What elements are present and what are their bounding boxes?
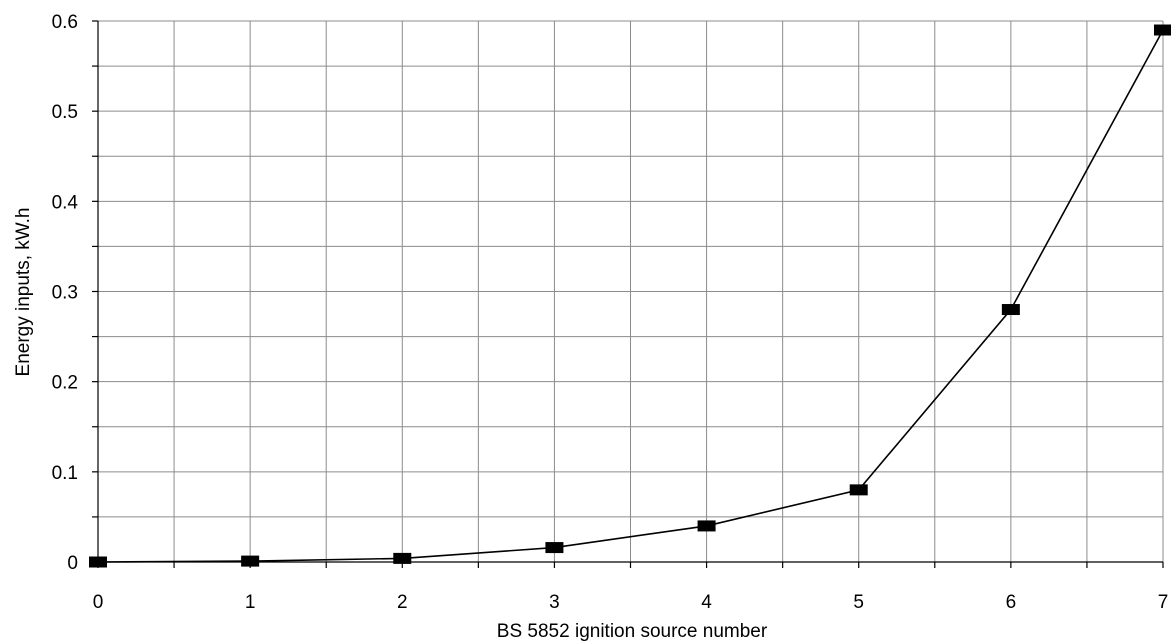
- x-axis-ticks: 0 1 2 3 4 5 6 7: [93, 562, 1169, 613]
- x-axis-title: BS 5852 ignition source number: [497, 621, 768, 641]
- y-tick-label: 0.5: [52, 102, 78, 123]
- y-tick-label: 0.1: [52, 463, 78, 484]
- x-tick-label: 6: [1006, 592, 1017, 613]
- y-tick-label: 0.6: [52, 12, 78, 33]
- y-tick-label: 0.2: [52, 373, 78, 394]
- data-point-marker: [545, 542, 564, 554]
- series-line: [97, 29, 1164, 563]
- y-tick-label: 0.3: [52, 283, 78, 304]
- y-axis-title: Energy inputs, kW.h: [13, 208, 34, 377]
- series-group: [89, 24, 1171, 568]
- x-tick-label: 1: [245, 592, 256, 613]
- data-point-marker: [849, 484, 868, 496]
- data-point-marker: [1154, 24, 1171, 36]
- y-tick-label: 0.4: [52, 192, 79, 213]
- y-tick-label: 0: [67, 553, 78, 574]
- x-tick-label: 4: [701, 592, 712, 613]
- x-tick-label: 5: [853, 592, 864, 613]
- data-point-marker: [89, 556, 107, 568]
- grid: [97, 20, 1164, 563]
- data-point-marker: [393, 552, 412, 564]
- x-tick-label: 3: [549, 592, 560, 613]
- x-tick-label: 7: [1158, 592, 1169, 613]
- data-point-marker: [697, 520, 716, 532]
- x-tick-label: 2: [397, 592, 408, 613]
- data-point-marker: [1001, 304, 1020, 316]
- x-tick-label: 0: [93, 592, 104, 613]
- data-point-marker: [241, 555, 260, 567]
- y-axis-ticks: 0 0.1 0.2 0.3 0.4 0.5 0.6: [52, 12, 98, 574]
